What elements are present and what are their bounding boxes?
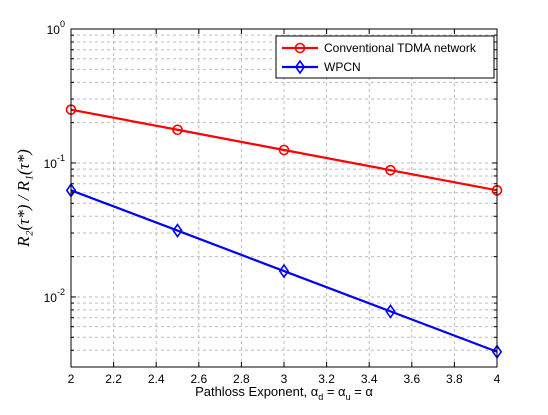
legend-item: Conventional TDMA network bbox=[282, 41, 477, 55]
grid bbox=[70, 29, 498, 368]
legend-box bbox=[275, 35, 495, 79]
legend-marker bbox=[294, 59, 306, 75]
data-point-circle bbox=[385, 164, 396, 176]
y-axis-label: R₂(τ*) / R₁(τ*) bbox=[14, 149, 33, 248]
series-line bbox=[70, 189, 498, 353]
x-axis-label: Pathloss Exponent, αd = αu = α bbox=[195, 384, 373, 402]
x-tick-label: 2.8 bbox=[233, 372, 250, 386]
plot-series bbox=[65, 104, 503, 360]
data-point-diamond bbox=[172, 223, 183, 238]
data-point-circle bbox=[278, 144, 290, 156]
x-tick-label: 2 bbox=[68, 372, 75, 386]
x-tick-label: 2.4 bbox=[148, 372, 165, 386]
data-point-diamond bbox=[278, 263, 290, 279]
x-tick-label: 3.2 bbox=[318, 372, 335, 386]
legend-item: WPCN bbox=[282, 59, 361, 75]
x-tick-label: 3 bbox=[281, 372, 288, 386]
x-tick-label: 3.6 bbox=[403, 372, 420, 386]
x-tick-label: 3.8 bbox=[446, 372, 463, 386]
x-tick-label: 4 bbox=[494, 372, 501, 386]
legend-label: Conventional TDMA network bbox=[324, 41, 477, 55]
legend-label: WPCN bbox=[324, 60, 361, 74]
series-line bbox=[70, 108, 498, 192]
data-point-circle bbox=[172, 124, 183, 136]
legend-marker bbox=[294, 42, 306, 54]
legend: Conventional TDMA network WPCN bbox=[275, 35, 495, 79]
x-tick-label: 2.2 bbox=[105, 372, 122, 386]
x-tick-label: 3.4 bbox=[361, 372, 378, 386]
y-tick-label: 10-2 bbox=[44, 287, 65, 305]
y-tick-label: 10-1 bbox=[44, 153, 65, 171]
data-point-diamond bbox=[385, 304, 396, 319]
x-tick-label: 2.6 bbox=[190, 372, 207, 386]
y-tick-label: 100 bbox=[47, 19, 65, 37]
